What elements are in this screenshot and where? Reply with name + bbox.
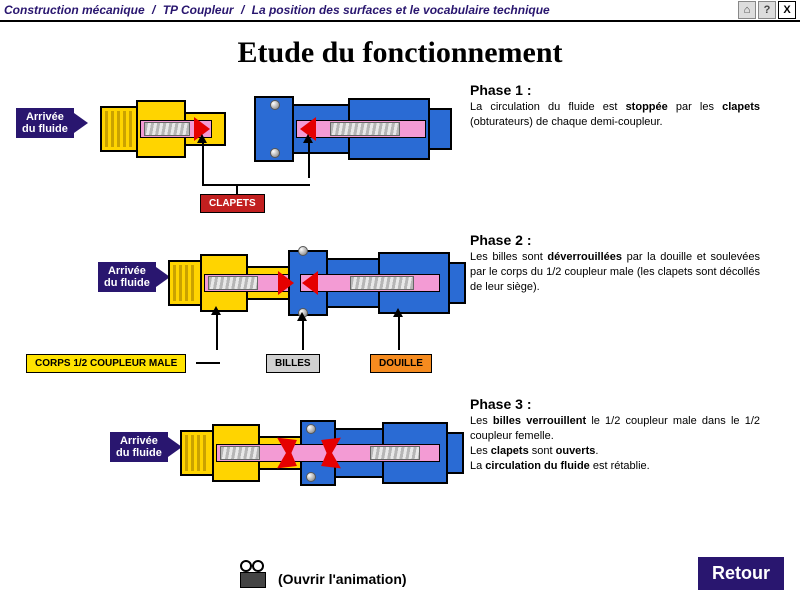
female-end — [446, 432, 464, 474]
clapets-label: CLAPETS — [200, 194, 265, 213]
arrivee-label: Arrivée du fluide — [16, 108, 74, 138]
female-end — [448, 262, 466, 304]
arrivee-line1: Arrivée — [26, 111, 64, 123]
camera-icon — [240, 566, 270, 592]
ball-icon — [270, 100, 280, 110]
breadcrumb-part-1: Construction mécanique — [4, 3, 145, 17]
phase-1-diagram: Arrivée du fluide — [0, 76, 470, 226]
male-spring — [144, 122, 190, 136]
arrivee-line2: du fluide — [116, 447, 162, 459]
help-button[interactable]: ? — [758, 1, 776, 19]
home-button[interactable]: ⌂ — [738, 1, 756, 19]
arrivee-line1: Arrivée — [120, 435, 158, 447]
female-spring — [330, 122, 400, 136]
breadcrumb-part-2: TP Coupleur — [163, 3, 234, 17]
douille-label: DOUILLE — [370, 354, 432, 373]
phase-2-diagram: Arrivée du fluide — [0, 226, 470, 396]
phase-3-body: Les billes verrouillent le 1/2 coupleur … — [470, 414, 760, 473]
arrivee-line1: Arrivée — [108, 265, 146, 277]
retour-button[interactable]: Retour — [698, 557, 784, 590]
leader-line — [216, 314, 218, 350]
phase-3-title: Phase 3 : — [470, 396, 760, 412]
close-icon: X — [783, 4, 790, 16]
open-animation-label: (Ouvrir l'animation) — [278, 571, 407, 587]
ball-icon — [306, 424, 316, 434]
female-spring — [370, 446, 420, 460]
male-clapet — [278, 271, 294, 295]
phase-3-row: Arrivée du fluide Phase 3 : Les billes v… — [0, 396, 800, 546]
topbar-buttons: ⌂ ? X — [738, 1, 796, 19]
ball-icon — [306, 472, 316, 482]
ball-icon — [298, 246, 308, 256]
home-icon: ⌂ — [744, 4, 751, 16]
breadcrumb: Construction mécanique / TP Coupleur / L… — [4, 3, 550, 17]
close-button[interactable]: X — [778, 1, 796, 19]
footer: (Ouvrir l'animation) — [0, 566, 800, 592]
page-title: Etude du fonctionnement — [0, 36, 800, 70]
phase-1-title: Phase 1 : — [470, 82, 760, 98]
arrivee-line2: du fluide — [22, 123, 68, 135]
phase-1-body: La circulation du fluide est stoppée par… — [470, 100, 760, 130]
leader-arrow — [303, 134, 313, 143]
breadcrumb-sep: / — [152, 3, 155, 17]
leader-line — [202, 184, 310, 186]
male-threaded-end — [180, 430, 214, 476]
ball-icon — [270, 148, 280, 158]
arrivee-label: Arrivée du fluide — [98, 262, 156, 292]
retour-label: Retour — [712, 563, 770, 583]
phase-2-body: Les billes sont déverrouillées par la do… — [470, 250, 760, 295]
corps-label: CORPS 1/2 COUPLEUR MALE — [26, 354, 186, 373]
leader-arrow — [197, 134, 207, 143]
content: Arrivée du fluide — [0, 76, 800, 546]
leader-line — [202, 142, 204, 186]
billes-label: BILLES — [266, 354, 320, 373]
phase-2-text: Phase 2 : Les billes sont déverrouillées… — [470, 226, 770, 295]
male-threaded-end — [168, 260, 202, 306]
phase-2-row: Arrivée du fluide — [0, 226, 800, 396]
phase-3-diagram: Arrivée du fluide — [0, 396, 470, 546]
leader-line — [308, 142, 310, 178]
phase-1-text: Phase 1 : La circulation du fluide est s… — [470, 76, 770, 130]
open-animation-link[interactable]: (Ouvrir l'animation) — [240, 566, 407, 592]
leader-arrow — [297, 312, 307, 321]
leader-line — [398, 316, 400, 350]
leader-arrow — [211, 306, 221, 315]
top-bar: Construction mécanique / TP Coupleur / L… — [0, 0, 800, 22]
male-spring — [220, 446, 260, 460]
arrivee-label: Arrivée du fluide — [110, 432, 168, 462]
phase-3-text: Phase 3 : Les billes verrouillent le 1/2… — [470, 396, 770, 473]
phase-2-title: Phase 2 : — [470, 232, 760, 248]
male-spring — [208, 276, 258, 290]
female-spring — [350, 276, 414, 290]
leader-arrow — [393, 308, 403, 317]
arrivee-line2: du fluide — [104, 277, 150, 289]
female-clapet — [302, 271, 318, 295]
breadcrumb-sep: / — [241, 3, 244, 17]
leader-line — [196, 362, 220, 364]
help-icon: ? — [764, 4, 771, 16]
phase-1-row: Arrivée du fluide — [0, 76, 800, 226]
female-end — [428, 108, 452, 150]
male-threaded-end — [100, 106, 138, 152]
breadcrumb-part-3: La position des surfaces et le vocabulai… — [252, 3, 550, 17]
leader-line — [302, 320, 304, 350]
